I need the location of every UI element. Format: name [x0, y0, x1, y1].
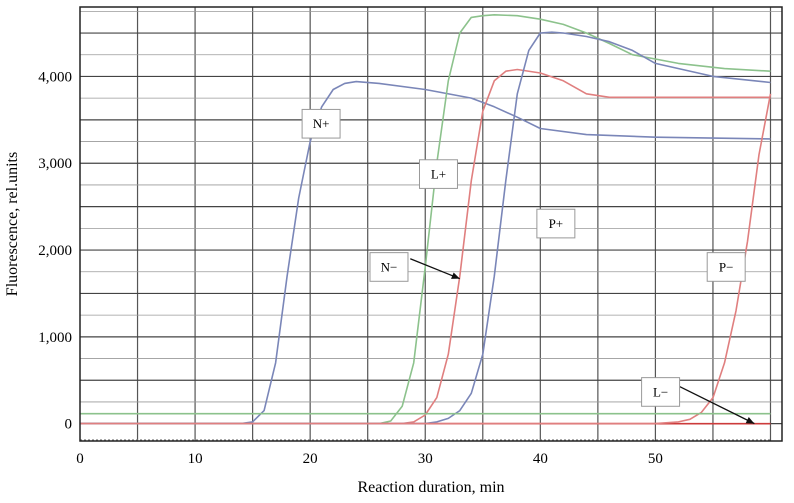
x-tick-label: 40 — [533, 451, 548, 467]
x-tick-label: 10 — [188, 451, 203, 467]
arrow-shaft-1 — [673, 383, 755, 425]
x-tick-label: 20 — [303, 451, 318, 467]
series-line-1 — [80, 14, 771, 425]
y-tick-label: 1,000 — [38, 330, 72, 346]
arrow-head-1 — [745, 416, 755, 424]
series-label-1: L+ — [431, 167, 446, 182]
series-label-box-1 — [418, 159, 458, 189]
series-label-box-2 — [536, 208, 576, 239]
y-tick-label: 2,000 — [38, 243, 72, 259]
series-line-3 — [80, 31, 771, 425]
series-lines — [80, 14, 772, 425]
series-label-0: N+ — [313, 116, 330, 131]
series-label-box-3 — [369, 252, 409, 282]
x-axis-title: Reaction duration, min — [357, 479, 504, 496]
y-tick-label: 4,000 — [38, 69, 72, 85]
x-tick-label: 50 — [648, 451, 663, 467]
series-label-box-0 — [301, 108, 341, 139]
y-axis-ticks: 0 1,000 2,000 3,000 4,000 — [38, 69, 72, 432]
series-labels: N+ L+ P+ N− P− L− — [301, 108, 746, 407]
x-axis-ticks: 0 10 20 30 40 50 — [76, 451, 663, 467]
series-label-box-5 — [641, 377, 681, 407]
plot-frame — [79, 6, 783, 442]
x-tick-label: 30 — [418, 451, 433, 467]
arrow-head-0 — [451, 272, 460, 279]
y-axis-title: Fluorescence, rel.units — [4, 152, 21, 296]
series-label-5: L− — [653, 384, 668, 399]
series-label-3: N− — [381, 259, 398, 274]
y-tick-label: 0 — [65, 417, 73, 433]
y-tick-label: 3,000 — [38, 156, 72, 172]
series-label-box-4 — [706, 252, 746, 282]
annotation-arrows — [410, 258, 755, 425]
series-label-4: P− — [719, 259, 734, 274]
series-label-2: P+ — [549, 216, 564, 231]
arrow-shaft-0 — [410, 258, 461, 280]
x-tick-label: 0 — [76, 451, 84, 467]
